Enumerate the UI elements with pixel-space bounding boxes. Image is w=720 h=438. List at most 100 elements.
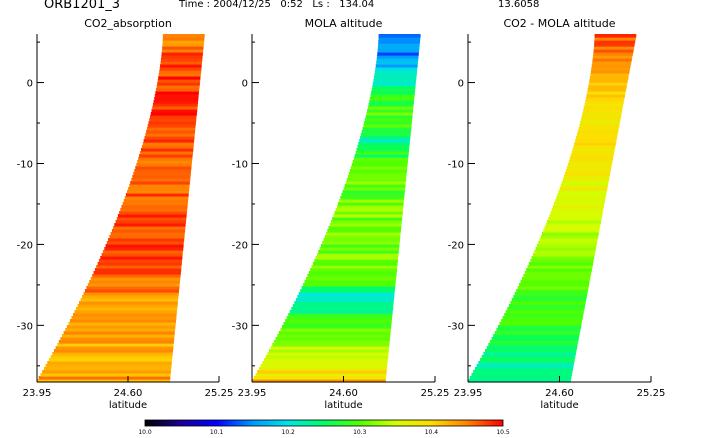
x-tick-label: 25.25 <box>421 388 450 399</box>
heatmap-band <box>476 364 574 368</box>
heatmap-band <box>314 259 398 263</box>
heatmap-band <box>564 172 611 176</box>
heatmap-band <box>55 346 174 350</box>
heatmap-swath <box>252 34 421 383</box>
heatmap-band <box>301 286 396 290</box>
heatmap-band <box>590 73 629 77</box>
heatmap-band <box>368 103 414 107</box>
heatmap-band <box>566 166 612 170</box>
heatmap-swath <box>37 34 205 383</box>
x-tick-label: 24.60 <box>114 388 143 399</box>
heatmap-band <box>294 301 394 305</box>
x-tick-label: 23.95 <box>454 388 483 399</box>
heatmap-band <box>365 115 413 119</box>
heatmap-band <box>342 190 405 194</box>
heatmap-band <box>501 319 583 323</box>
heatmap-band <box>71 316 177 320</box>
heatmap-band <box>576 136 617 140</box>
heatmap-band <box>514 292 588 296</box>
heatmap-band <box>270 346 390 350</box>
heatmap-band <box>517 286 589 290</box>
heatmap-band <box>104 247 184 251</box>
heatmap-band <box>353 157 409 161</box>
heatmap-band <box>361 130 411 134</box>
heatmap-band <box>367 109 413 113</box>
heatmap-band <box>572 148 615 152</box>
heatmap-band <box>378 43 420 47</box>
heatmap-band <box>480 358 575 362</box>
heatmap-band <box>498 325 582 329</box>
heatmap-band <box>66 325 176 329</box>
heatmap-band <box>559 187 608 191</box>
x-axis-label: latitude <box>540 400 578 411</box>
heatmap-band <box>97 262 182 266</box>
heatmap-band <box>585 100 624 104</box>
heatmap-band <box>141 148 194 152</box>
heatmap-band <box>573 145 616 149</box>
heatmap-band <box>282 325 392 329</box>
heatmap-band <box>86 286 180 290</box>
colorbar-tick-label: 10.1 <box>210 429 224 436</box>
heatmap-band <box>486 346 578 350</box>
heatmap-band <box>587 88 627 92</box>
x-axis-label: latitude <box>324 400 362 411</box>
heatmap-band <box>533 253 595 257</box>
heatmap-band <box>306 277 397 281</box>
heatmap-band <box>42 370 171 374</box>
colorbar-tick-label: 10.5 <box>496 429 510 436</box>
heatmap-band <box>376 61 418 65</box>
heatmap-band <box>367 106 414 110</box>
heatmap-band <box>162 37 205 41</box>
heatmap-band <box>493 334 580 338</box>
heatmap-band <box>291 307 394 311</box>
heatmap-band <box>491 337 579 341</box>
heatmap-band <box>162 43 204 47</box>
heatmap-band <box>378 37 421 41</box>
heatmap-band <box>157 79 201 83</box>
heatmap-band <box>520 280 590 284</box>
heatmap-band <box>312 262 398 266</box>
heatmap-band <box>102 250 183 254</box>
heatmap-band <box>295 298 394 302</box>
heatmap-band <box>90 277 181 281</box>
x-tick-label: 25.25 <box>637 388 666 399</box>
heatmap-band <box>322 241 400 245</box>
heatmap-band <box>264 358 388 362</box>
heatmap-band <box>147 124 196 128</box>
heatmap-band <box>153 100 198 104</box>
heatmap-band <box>63 331 175 335</box>
heatmap-band <box>141 145 194 149</box>
heatmap-band <box>584 103 624 107</box>
heatmap-band <box>50 355 173 359</box>
heatmap-band <box>373 79 417 83</box>
heatmap-band <box>349 169 407 173</box>
heatmap-band <box>149 118 197 122</box>
x-tick-label: 23.95 <box>238 388 267 399</box>
heatmap-band <box>563 175 610 179</box>
heatmap-band <box>120 208 188 212</box>
heatmap-band <box>523 274 591 278</box>
heatmap-band <box>257 370 387 374</box>
heatmap-band <box>590 70 630 74</box>
heatmap-band <box>588 85 627 89</box>
heatmap-band <box>289 310 393 314</box>
heatmap-band <box>371 88 416 92</box>
heatmap-band <box>161 52 203 56</box>
orbit-label: ORB1201_3 <box>44 0 121 12</box>
heatmap-band <box>580 121 620 125</box>
heatmap-band <box>37 379 170 383</box>
heatmap-band <box>122 202 188 206</box>
heatmap-band <box>489 340 579 344</box>
heatmap-band <box>116 217 187 221</box>
heatmap-band <box>575 139 617 143</box>
heatmap-band <box>551 208 604 212</box>
heatmap-band <box>156 88 200 92</box>
heatmap-band <box>57 343 174 347</box>
heatmap-band <box>253 376 386 380</box>
heatmap-band <box>129 184 190 188</box>
heatmap-band <box>154 97 199 101</box>
heatmap-band <box>508 304 585 308</box>
heatmap-band <box>592 55 633 59</box>
heatmap-band <box>144 136 195 140</box>
heatmap-band <box>252 379 386 383</box>
